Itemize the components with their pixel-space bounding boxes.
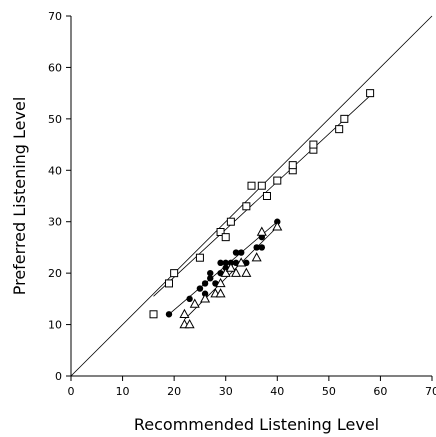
circle-point [201,280,209,287]
square-point [309,140,318,149]
x-tick-label: 60 [373,385,387,398]
square-point [288,161,297,170]
square-point [335,125,344,134]
circle-point [186,295,193,303]
y-tick-label: 10 [48,319,62,332]
square-point [242,202,251,211]
square-point [273,176,282,185]
square-point [221,233,230,242]
tick-labels: 0 10 20 30 40 50 60 70 0 10 20 30 40 50 60 70 [48,10,436,398]
y-tick-label: 60 [48,61,62,74]
x-tick-label: 20 [167,385,181,398]
triangle-point [200,293,211,303]
x-tick-label: 40 [270,385,284,398]
square-point [195,253,204,262]
triangle-point [230,267,242,277]
circle-point [165,311,173,318]
triangle-point [241,267,252,277]
square-point [257,181,266,190]
square-point [149,310,158,319]
circle-point [207,269,214,277]
triangle-point [272,221,283,231]
triangle-point [225,262,236,272]
circle-point [196,285,204,292]
triangle-point [236,257,247,267]
circle-point [217,259,224,267]
triangle-point [184,319,195,329]
axes [66,15,433,381]
square-point [226,217,235,226]
x-tick-label: 50 [322,385,336,398]
x-tick-label: 10 [116,385,130,398]
square-point [247,181,256,190]
triangle-point [215,288,226,298]
x-tick-label: 30 [219,385,233,398]
triangle-point [256,226,267,236]
circle-point [258,244,266,251]
y-tick-label: 50 [48,113,62,126]
y-tick-label: 70 [48,10,62,23]
square-point [170,269,179,278]
identity-line [70,15,433,377]
triangle-point [215,277,226,288]
x-axis-title: Recommended Listening Level [134,415,379,434]
triangle-point [189,298,200,308]
y-tick-label: 40 [48,164,62,177]
x-tick-label: 0 [68,385,75,398]
triangle-point [179,308,190,318]
y-axis-title: Preferred Listening Level [10,97,29,296]
square-point [262,192,271,200]
open-triangle-fit-line [184,226,278,320]
y-tick-label: 20 [48,267,62,280]
triangle-point [220,267,231,277]
y-tick-label: 0 [55,370,62,383]
square-point [164,279,173,288]
square-point [340,114,349,123]
square-point [216,228,225,236]
circle-point [253,244,260,251]
triangle-point [251,252,262,262]
open-square-fit-line [153,95,371,297]
data-points [149,89,375,329]
circle-point [222,259,229,267]
circle-point [237,249,245,256]
identity-line-path [70,15,433,377]
x-tick-label: 70 [425,385,436,398]
circle-point [232,249,240,256]
circle-point [207,275,214,282]
y-tick-label: 30 [48,216,62,229]
square-point [366,89,375,98]
